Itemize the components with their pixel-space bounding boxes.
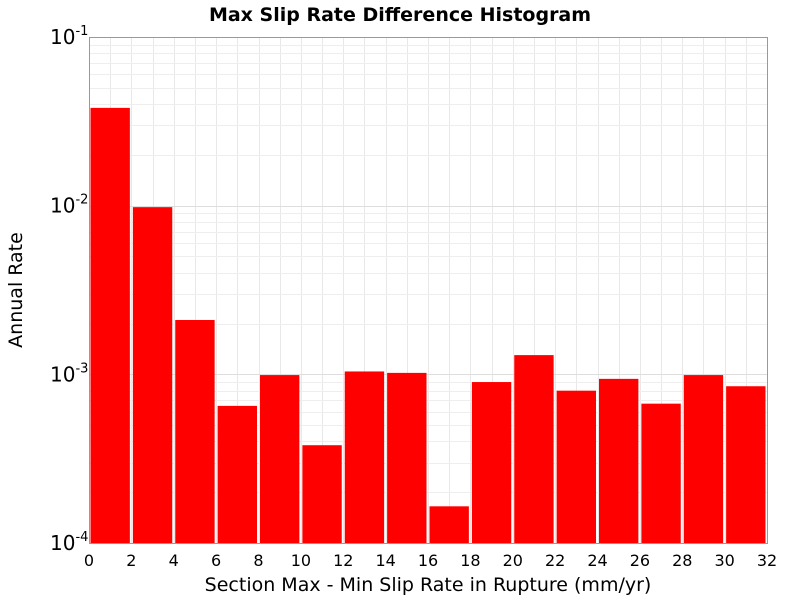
bar-12-14 [344,371,385,543]
x-tick-label: 0 [84,551,94,570]
bar-28-30 [683,375,724,543]
x-tick-label: 28 [672,551,692,570]
x-tick-label: 2 [126,551,136,570]
bar-14-16 [387,372,427,543]
x-tick-label: 26 [630,551,650,570]
x-tick-label: 18 [460,551,480,570]
bar-22-24 [556,390,596,543]
bar-24-26 [599,378,639,543]
bar-4-6 [175,319,215,543]
y-tick-label: 10-2 [50,193,88,218]
x-tick-label: 22 [545,551,565,570]
bar-30-32 [726,386,766,543]
x-axis-label: Section Max - Min Slip Rate in Rupture (… [205,574,652,596]
bar-6-8 [217,405,257,543]
x-tick-label: 4 [169,551,179,570]
bar-26-28 [641,403,681,543]
y-tick-label: 10-3 [50,361,88,386]
bar-16-18 [429,506,469,543]
bars [90,107,766,544]
x-tick-label: 12 [333,551,353,570]
bar-20-22 [514,355,554,543]
plot-area-frame [89,37,768,544]
x-tick-label: 30 [714,551,734,570]
x-tick-label: 8 [253,551,263,570]
x-axis-ticks: 0 2 4 6 8 10 12 14 16 18 20 22 24 26 28 30 32 [84,551,777,570]
chart-title: Max Slip Rate Difference Histogram [209,4,591,26]
bar-10-12 [302,445,342,543]
y-axis-ticks: 10-4 10-3 10-2 10-1 [50,24,88,555]
x-tick-label: 16 [418,551,438,570]
bar-8-10 [260,375,300,543]
x-tick-label: 24 [587,551,607,570]
bar-2-4 [132,207,173,543]
x-tick-label: 10 [291,551,311,570]
bar-0-2 [90,107,130,544]
x-tick-label: 6 [211,551,221,570]
y-axis-label: Annual Rate [5,232,27,348]
y-tick-label: 10-4 [50,530,88,555]
y-tick-label: 10-1 [50,24,88,49]
bar-18-20 [471,382,512,543]
x-tick-label: 32 [757,551,777,570]
x-tick-label: 14 [375,551,395,570]
x-tick-label: 20 [503,551,523,570]
